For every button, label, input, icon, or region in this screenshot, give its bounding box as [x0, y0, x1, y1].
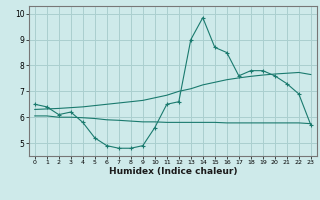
X-axis label: Humidex (Indice chaleur): Humidex (Indice chaleur)	[108, 167, 237, 176]
